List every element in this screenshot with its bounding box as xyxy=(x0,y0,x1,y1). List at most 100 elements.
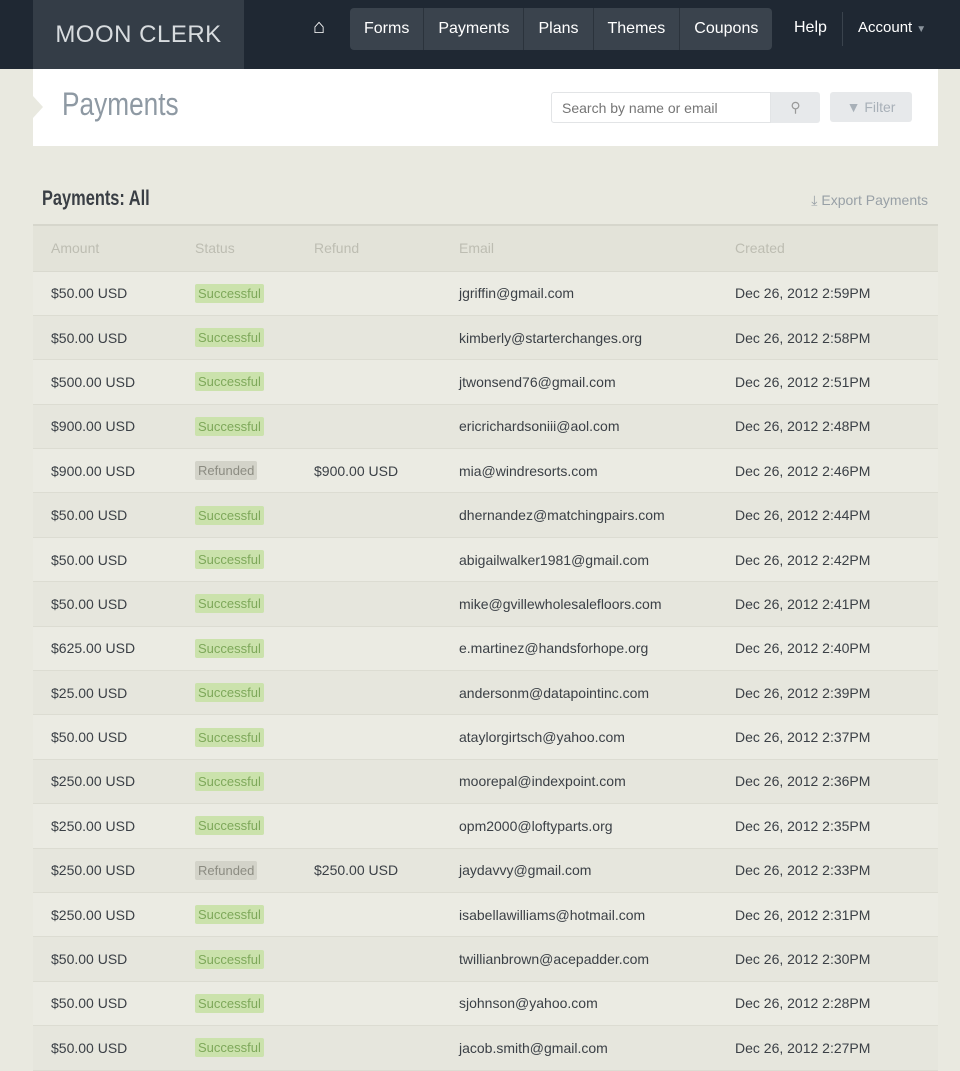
table-row[interactable]: $50.00 USD Successful abigailwalker1981@gm… xyxy=(33,537,938,583)
payments-table: Amount Status Refund Email Created $50.00 US… xyxy=(33,224,938,1071)
nav-themes[interactable]: Themes xyxy=(594,8,681,50)
email-cell: sjohnson@yahoo.com xyxy=(459,981,735,1027)
table-row[interactable]: $50.00 USD Successful mike@gvillewholesale… xyxy=(33,581,938,627)
table-row[interactable]: $50.00 USD Successful jacob.smith@gmail.co… xyxy=(33,1025,938,1071)
nav-help[interactable]: Help xyxy=(794,19,827,36)
table-row[interactable]: $250.00 USD Successful opm2000@loftyparts.… xyxy=(33,803,938,849)
email-cell: e.martinez@handsforhope.org xyxy=(459,626,735,672)
header-pointer xyxy=(33,96,43,118)
logo[interactable]: MOON CLERK xyxy=(33,0,244,69)
search-button[interactable]: ⚲ xyxy=(771,92,820,123)
refund-cell xyxy=(314,626,459,672)
table-row[interactable]: $50.00 USD Successful dhernandez@matchingp… xyxy=(33,492,938,538)
status-badge: Successful xyxy=(195,727,264,747)
refund-cell: $900.00 USD xyxy=(314,448,459,494)
column-header[interactable]: Status xyxy=(195,224,314,272)
home-icon[interactable]: ⌂ xyxy=(313,16,326,38)
nav-coupons[interactable]: Coupons xyxy=(694,20,759,37)
status-badge: Successful xyxy=(195,771,264,791)
status-badge: Successful xyxy=(195,550,264,570)
email-cell: ericrichardsoniii@aol.com xyxy=(459,404,735,450)
download-icon: ⤓ xyxy=(811,192,818,208)
email-cell: ataylorgirtsch@yahoo.com xyxy=(459,714,735,760)
account-menu[interactable]: Account ▼ xyxy=(858,19,926,36)
status-badge: Successful xyxy=(195,372,264,392)
table-row[interactable]: $50.00 USD Successful ataylorgirtsch@yahoo… xyxy=(33,714,938,760)
created-cell: Dec 26, 2012 2:46PM xyxy=(735,448,938,494)
refund-cell xyxy=(314,404,459,450)
status-cell: Successful xyxy=(195,714,314,760)
search-icon: ⚲ xyxy=(790,99,801,115)
search-input[interactable] xyxy=(551,92,771,123)
column-header[interactable]: Email xyxy=(459,224,735,272)
email-cell: kimberly@starterchanges.org xyxy=(459,315,735,361)
status-badge: Successful xyxy=(195,993,264,1013)
column-header[interactable]: Refund xyxy=(314,224,459,272)
table-row[interactable]: $500.00 USD Successful jtwonsend76@gmail.c… xyxy=(33,359,938,405)
nav-payments[interactable]: Payments xyxy=(424,8,525,50)
created-cell: Dec 26, 2012 2:35PM xyxy=(735,803,938,849)
amount-cell: $50.00 USD xyxy=(33,492,195,538)
filter-button[interactable]: ▼ Filter xyxy=(830,92,912,122)
refund-cell xyxy=(314,892,459,938)
status-badge: Successful xyxy=(195,949,264,969)
created-cell: Dec 26, 2012 2:31PM xyxy=(735,892,938,938)
column-header[interactable]: Created xyxy=(735,224,938,272)
table-row[interactable]: $25.00 USD Successful andersonm@datapointi… xyxy=(33,670,938,716)
table-row[interactable]: $50.00 USD Successful jgriffin@gmail.com De… xyxy=(33,271,938,316)
amount-cell: $250.00 USD xyxy=(33,803,195,849)
email-cell: dhernandez@matchingpairs.com xyxy=(459,492,735,538)
amount-cell: $250.00 USD xyxy=(33,892,195,938)
status-cell: Successful xyxy=(195,537,314,583)
refund-cell xyxy=(314,670,459,716)
amount-cell: $250.00 USD xyxy=(33,848,195,893)
status-badge: Successful xyxy=(195,283,264,303)
status-cell: Successful xyxy=(195,936,314,982)
table-row[interactable]: $250.00 USD Successful isabellawilliams@ho… xyxy=(33,892,938,938)
created-cell: Dec 26, 2012 2:48PM xyxy=(735,404,938,450)
status-badge: Successful xyxy=(195,905,264,925)
amount-cell: $625.00 USD xyxy=(33,626,195,672)
table-row[interactable]: $900.00 USD Refunded $900.00 USD mia@windre… xyxy=(33,448,938,494)
email-cell: jaydavvy@gmail.com xyxy=(459,848,735,893)
status-badge: Successful xyxy=(195,816,264,836)
table-row[interactable]: $50.00 USD Successful twillianbrown@acepad… xyxy=(33,936,938,982)
status-badge: Successful xyxy=(195,328,264,348)
email-cell: twillianbrown@acepadder.com xyxy=(459,936,735,982)
status-cell: Successful xyxy=(195,315,314,361)
export-payments-link[interactable]: ⤓ Export Payments xyxy=(811,192,928,209)
created-cell: Dec 26, 2012 2:42PM xyxy=(735,537,938,583)
created-cell: Dec 26, 2012 2:40PM xyxy=(735,626,938,672)
status-badge: Refunded xyxy=(195,860,258,880)
table-row[interactable]: $900.00 USD Successful ericrichardsoniii@a… xyxy=(33,404,938,450)
column-header[interactable]: Amount xyxy=(33,224,195,272)
nav-forms[interactable]: Forms xyxy=(350,8,425,50)
email-cell: abigailwalker1981@gmail.com xyxy=(459,537,735,583)
table-row[interactable]: $250.00 USD Refunded $250.00 USD jaydavvy@g… xyxy=(33,848,938,893)
status-cell: Successful xyxy=(195,626,314,672)
refund-cell xyxy=(314,537,459,583)
status-cell: Refunded xyxy=(195,848,314,893)
table-row[interactable]: $50.00 USD Successful kimberly@starterchan… xyxy=(33,315,938,361)
refund-cell: $250.00 USD xyxy=(314,848,459,893)
created-cell: Dec 26, 2012 2:27PM xyxy=(735,1025,938,1071)
status-cell: Successful xyxy=(195,271,314,316)
table-row[interactable]: $625.00 USD Successful e.martinez@handsfor… xyxy=(33,626,938,672)
refund-cell xyxy=(314,936,459,982)
table-row[interactable]: $250.00 USD Successful moorepal@indexpoint… xyxy=(33,759,938,805)
status-badge: Successful xyxy=(195,594,264,614)
refund-cell xyxy=(314,271,459,316)
amount-cell: $50.00 USD xyxy=(33,981,195,1027)
status-badge: Successful xyxy=(195,1038,264,1058)
nav-plans[interactable]: Plans xyxy=(524,8,594,50)
created-cell: Dec 26, 2012 2:33PM xyxy=(735,848,938,893)
amount-cell: $900.00 USD xyxy=(33,404,195,450)
status-cell: Successful xyxy=(195,759,314,805)
status-cell: Successful xyxy=(195,1025,314,1071)
created-cell: Dec 26, 2012 2:59PM xyxy=(735,271,938,316)
status-badge: Refunded xyxy=(195,461,258,481)
email-cell: andersonm@datapointinc.com xyxy=(459,670,735,716)
table-row[interactable]: $50.00 USD Successful sjohnson@yahoo.com De… xyxy=(33,981,938,1027)
status-cell: Successful xyxy=(195,581,314,627)
refund-cell xyxy=(314,803,459,849)
